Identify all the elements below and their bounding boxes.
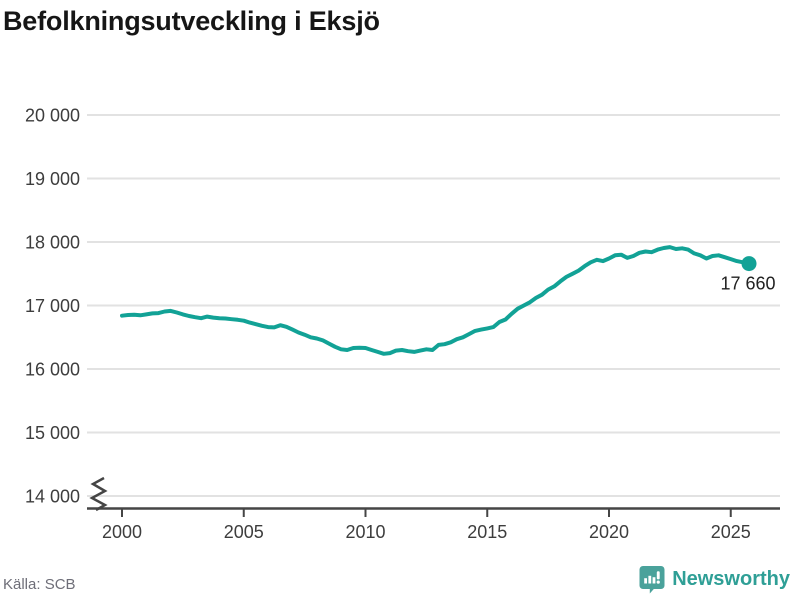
x-axis-tick-label: 2010	[345, 522, 385, 542]
latest-value-label: 17 660	[720, 274, 775, 294]
y-axis-tick-label: 16 000	[25, 360, 80, 380]
newsworthy-wordmark: Newsworthy	[672, 568, 790, 590]
newsworthy-speech-bubble-bar-chart-icon	[639, 566, 665, 594]
x-axis-tick-label: 2000	[102, 522, 142, 542]
newsworthy-logo: Newsworthy	[639, 565, 790, 594]
y-axis-tick-label: 14 000	[25, 487, 80, 507]
population-series-line	[120, 245, 751, 356]
x-axis-tick-label: 2005	[224, 522, 264, 542]
source-note: Källa: SCB	[3, 576, 76, 593]
x-axis-tick-label: 2025	[711, 522, 751, 542]
y-axis-tick-label: 19 000	[25, 169, 80, 189]
chart-title: Befolkningsutveckling i Eksjö	[3, 6, 380, 36]
y-axis-tick-label: 18 000	[25, 233, 80, 253]
population-line-chart: 14 000 15 000 16 000 17 000 18 000 19 000 20 0…	[25, 106, 780, 542]
x-axis-tick-label: 2020	[589, 522, 629, 542]
y-axis-tick-label: 20 000	[25, 106, 80, 126]
y-axis-tick-label: 15 000	[25, 423, 80, 443]
y-axis-break-icon	[89, 476, 108, 512]
latest-value-dot	[741, 256, 757, 272]
x-axis-tick-label: 2015	[467, 522, 507, 542]
y-axis-tick-label: 17 000	[25, 296, 80, 316]
